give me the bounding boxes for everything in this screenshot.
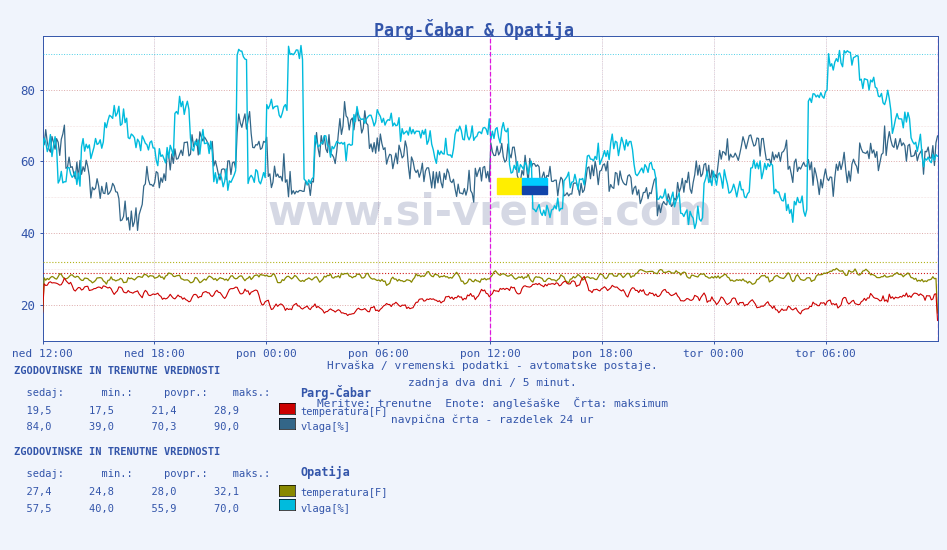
Text: Hrvaška / vremenski podatki - avtomatske postaje.: Hrvaška / vremenski podatki - avtomatske…: [327, 360, 658, 371]
Text: navpična črta - razdelek 24 ur: navpična črta - razdelek 24 ur: [391, 415, 594, 425]
Text: temperatura[F]: temperatura[F]: [300, 488, 387, 498]
Bar: [523, 186, 547, 195]
Text: Meritve: trenutne  Enote: anglešaške  Črta: maksimum: Meritve: trenutne Enote: anglešaške Črta…: [317, 397, 668, 409]
Text: ZGODOVINSKE IN TRENUTNE VREDNOSTI: ZGODOVINSKE IN TRENUTNE VREDNOSTI: [14, 447, 221, 457]
Text: temperatura[F]: temperatura[F]: [300, 407, 387, 417]
Text: 84,0      39,0      70,3      90,0: 84,0 39,0 70,3 90,0: [14, 422, 240, 432]
Text: vlaga[%]: vlaga[%]: [300, 422, 350, 432]
Text: sedaj:      min.:     povpr.:    maks.:: sedaj: min.: povpr.: maks.:: [14, 388, 271, 398]
Text: Opatija: Opatija: [300, 466, 350, 480]
Text: sedaj:      min.:     povpr.:    maks.:: sedaj: min.: povpr.: maks.:: [14, 469, 271, 479]
Text: 19,5      17,5      21,4      28,9: 19,5 17,5 21,4 28,9: [14, 406, 240, 416]
Bar: [497, 178, 523, 195]
Text: 27,4      24,8      28,0      32,1: 27,4 24,8 28,0 32,1: [14, 487, 240, 497]
Text: www.si-vreme.com: www.si-vreme.com: [268, 192, 712, 234]
Text: vlaga[%]: vlaga[%]: [300, 504, 350, 514]
Text: zadnja dva dni / 5 minut.: zadnja dva dni / 5 minut.: [408, 378, 577, 388]
Text: Parg-Čabar & Opatija: Parg-Čabar & Opatija: [373, 19, 574, 40]
Text: ZGODOVINSKE IN TRENUTNE VREDNOSTI: ZGODOVINSKE IN TRENUTNE VREDNOSTI: [14, 366, 221, 376]
Text: 57,5      40,0      55,9      70,0: 57,5 40,0 55,9 70,0: [14, 504, 240, 514]
Bar: [523, 178, 547, 186]
Text: Parg-Čabar: Parg-Čabar: [300, 385, 371, 400]
